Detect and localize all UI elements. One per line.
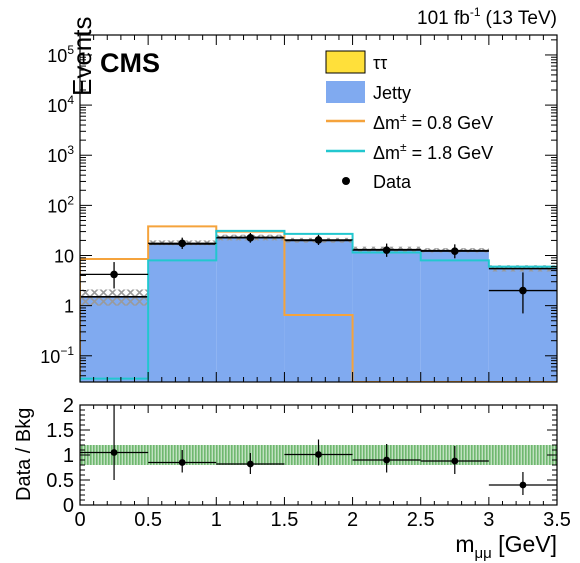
bar-jetty-bin-0 xyxy=(80,296,149,382)
ratio-point-2 xyxy=(246,460,254,468)
ratio-y-tick-label-4: 2 xyxy=(63,395,74,417)
ratio-y-tick-label-0: 0 xyxy=(63,495,74,517)
x-axis-label: mμμ [GeV] xyxy=(455,531,557,562)
bar-jetty-bin-4 xyxy=(352,249,421,382)
x-tick-label-4: 2 xyxy=(347,509,358,531)
x-tick-label-6: 3 xyxy=(483,509,494,531)
bar-jetty-bin-1 xyxy=(148,243,217,382)
ratio-point-4 xyxy=(383,456,391,464)
y-tick-label-4: 10 xyxy=(54,247,74,267)
data-point-0 xyxy=(110,270,118,279)
ratio-point-3 xyxy=(315,451,322,458)
data-point-2 xyxy=(246,234,255,242)
y-tick-label-0: 105 xyxy=(47,43,74,66)
data-point-6 xyxy=(519,286,527,295)
data-point-1 xyxy=(178,239,187,248)
x-tick-label-5: 2.5 xyxy=(407,509,435,531)
legend-label-jetty: Jetty xyxy=(373,83,411,103)
experiment-label: CMS xyxy=(100,48,160,78)
legend-swatch-tautau xyxy=(325,50,366,74)
legend-label-dm18: Δm± = 1.8 GeV xyxy=(373,140,493,163)
legend-swatch-jetty xyxy=(326,81,365,103)
bar-jetty-bin-5 xyxy=(420,250,489,382)
legend-label-data: Data xyxy=(373,172,412,192)
x-tick-label-7: 3.5 xyxy=(543,509,571,531)
ratio-point-5 xyxy=(451,457,459,465)
data-point-3 xyxy=(314,236,323,244)
y-tick-label-1: 104 xyxy=(47,93,74,116)
legend: ττ Jetty Δm± = 0.8 GeV Δm± = 1.8 GeV Dat… xyxy=(325,50,493,192)
y-tick-label-5: 1 xyxy=(64,297,74,317)
x-tick-label-2: 1 xyxy=(211,509,222,531)
ratio-y-tick-label-3: 1.5 xyxy=(46,420,74,442)
y-axis-label: Events xyxy=(67,17,97,97)
data-point-4 xyxy=(382,246,391,254)
x-tick-label-1: 0.5 xyxy=(134,509,162,531)
luminosity-label: 101 fb-1 (13 TeV) xyxy=(417,5,557,29)
legend-marker-data xyxy=(342,177,350,185)
x-tick-label-3: 1.5 xyxy=(271,509,299,531)
main-frame xyxy=(79,34,558,383)
ratio-y-tick-label-1: 0.5 xyxy=(46,470,74,492)
bar-jetty-bin-3 xyxy=(284,240,353,382)
x-tick-label-0: 0 xyxy=(74,509,85,531)
bar-jetty-bin-2 xyxy=(216,237,285,382)
ratio-y-tick-label-2: 1 xyxy=(63,445,74,467)
y-tick-label-6: 10−1 xyxy=(40,344,74,367)
ratio-panel: 0 0.5 1 1.5 2 2.5 3 3.500.511.52 Data / Bkg mμμ… xyxy=(13,395,571,562)
signal-line-dm18 xyxy=(80,229,557,382)
ratio-y-axis-label: Data / Bkg xyxy=(13,408,35,501)
y-tick-label-3: 102 xyxy=(47,193,74,216)
y-tick-label-2: 103 xyxy=(47,143,74,166)
data-point-5 xyxy=(450,247,459,255)
legend-label-tautau: ττ xyxy=(373,53,387,73)
legend-label-dm08: Δm± = 0.8 GeV xyxy=(373,110,493,133)
ratio-point-6 xyxy=(519,481,527,489)
ratio-point-0 xyxy=(110,449,118,456)
ratio-point-1 xyxy=(178,459,186,466)
